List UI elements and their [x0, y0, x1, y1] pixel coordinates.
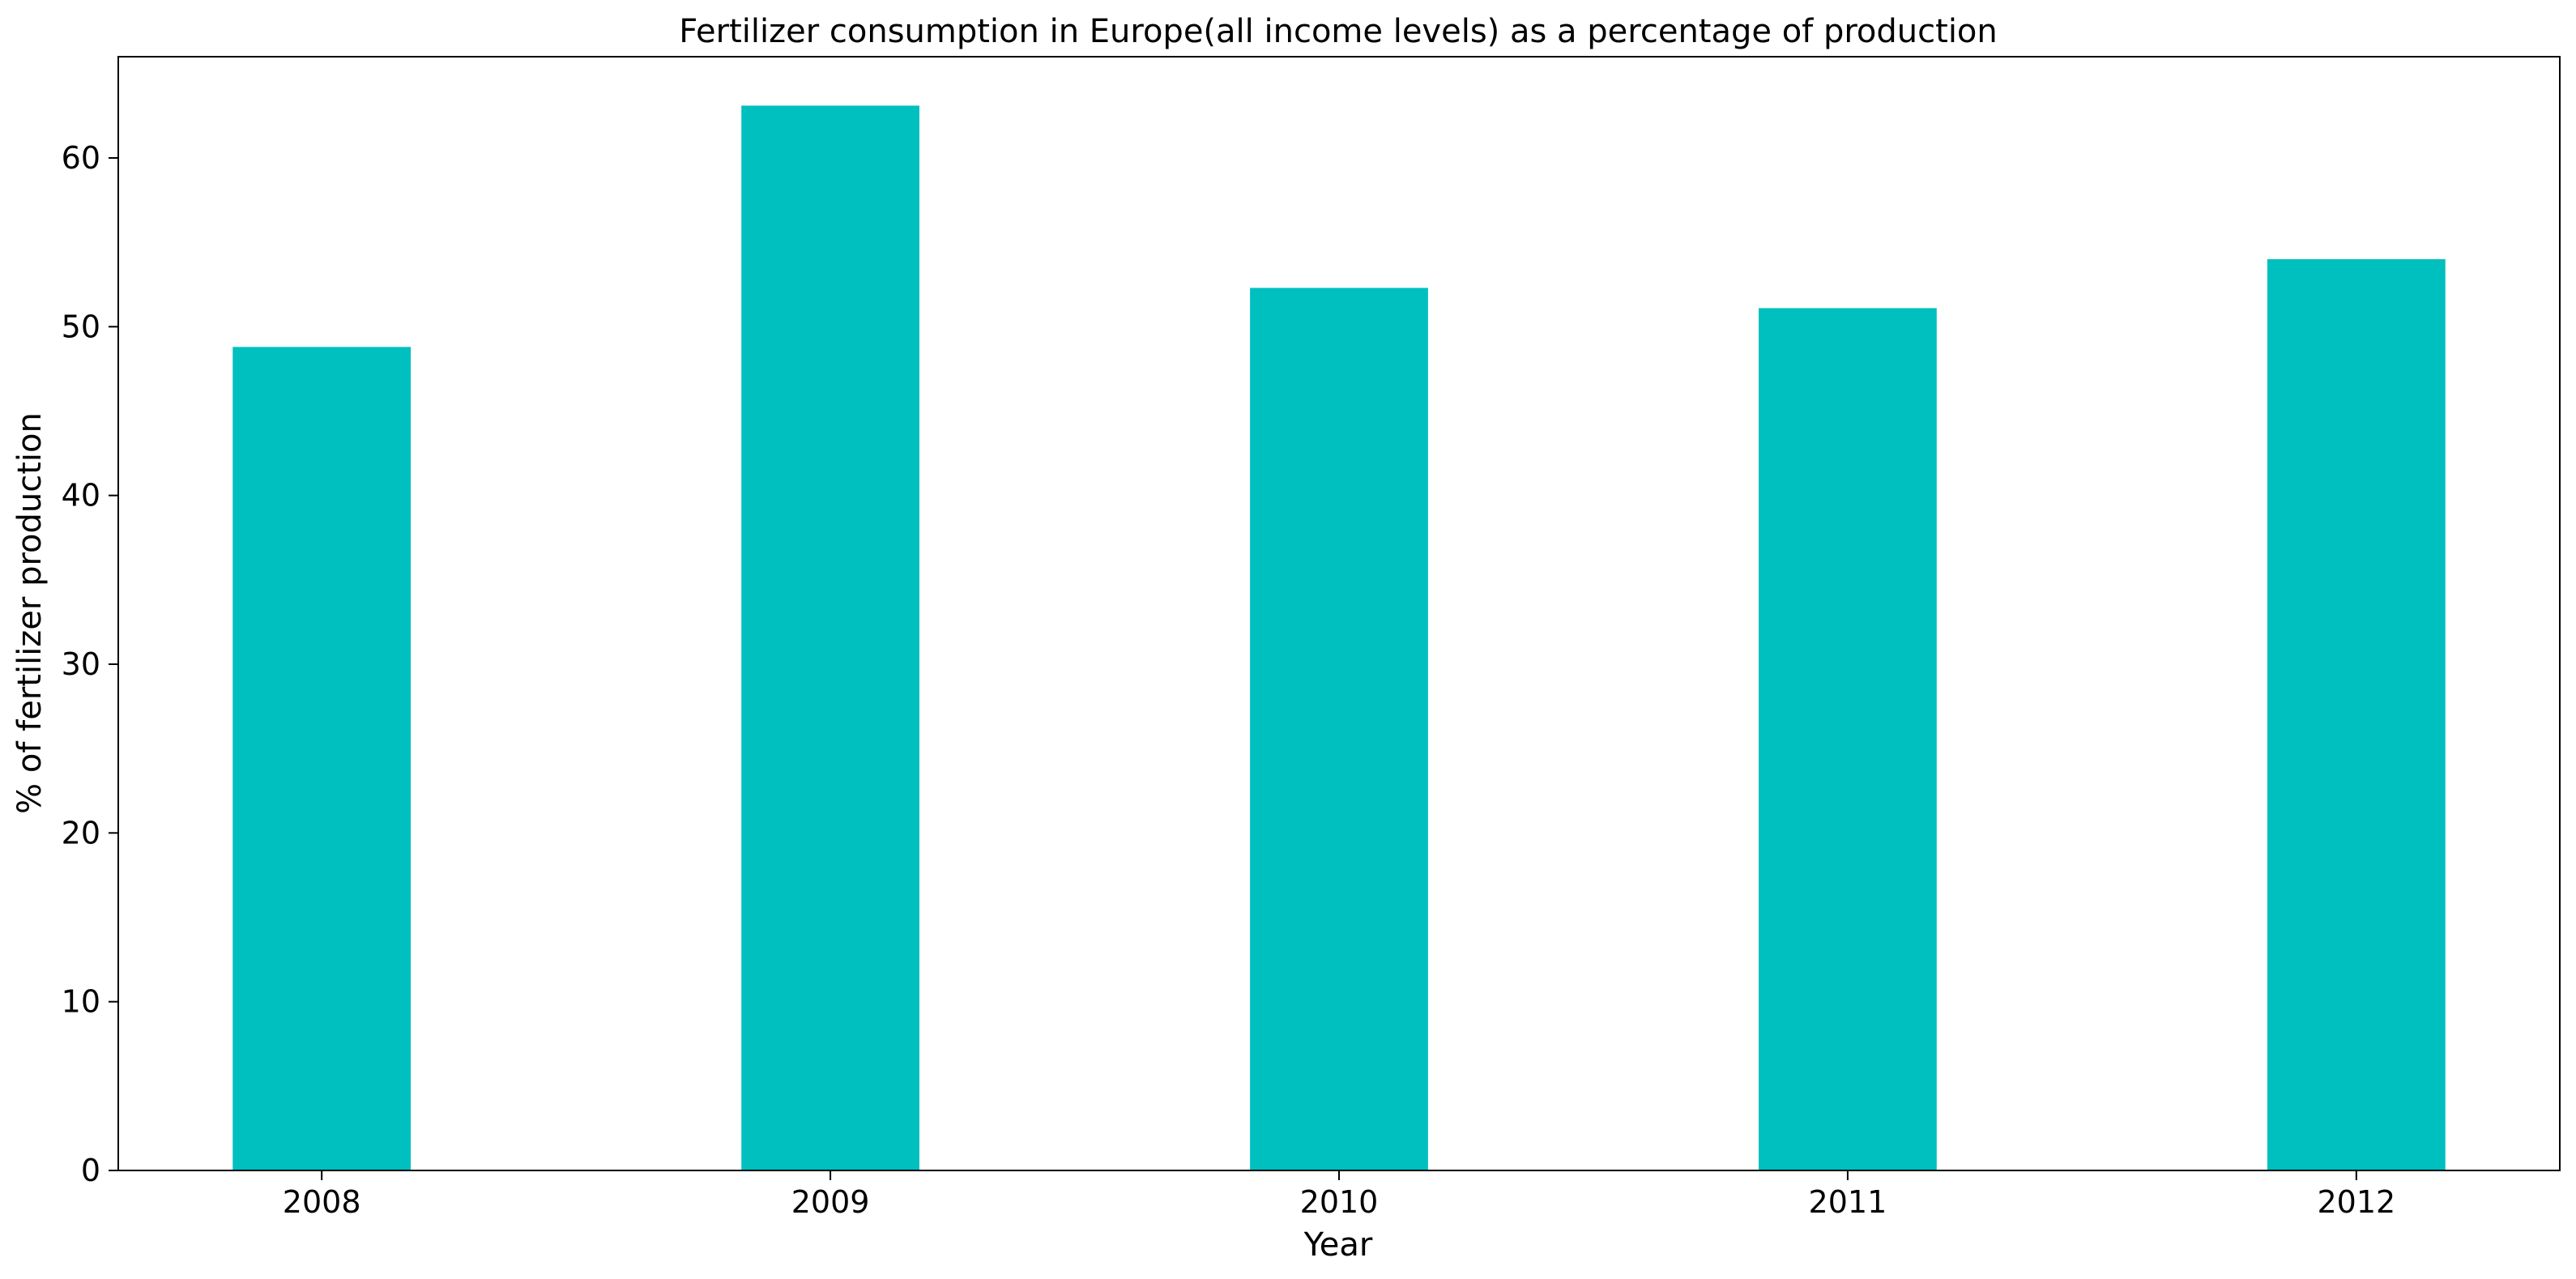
y-tick-label: 30	[62, 646, 100, 682]
y-tick-label: 60	[62, 140, 100, 176]
y-axis-label: % of fertilizer production	[11, 412, 49, 814]
y-tick-label: 40	[62, 478, 100, 514]
y-axis: 0 10 20 30 40 50 60	[62, 140, 118, 1188]
y-tick-label: 50	[62, 309, 100, 344]
x-tick-label: 2011	[1809, 1184, 1887, 1220]
bar-2008	[232, 347, 412, 1170]
bar-2010	[1250, 288, 1428, 1171]
x-tick-label: 2009	[791, 1184, 870, 1220]
x-tick-label: 2010	[1300, 1184, 1379, 1220]
bars-group	[232, 105, 2446, 1171]
bar-2012	[2267, 259, 2446, 1170]
bar-2009	[741, 105, 919, 1171]
y-tick-label: 10	[62, 984, 100, 1020]
x-tick-label: 2012	[2317, 1184, 2395, 1220]
x-tick-label: 2008	[283, 1184, 361, 1220]
x-axis-label: Year	[1303, 1226, 1373, 1264]
chart-title: Fertilizer consumption in Europe(all inc…	[679, 13, 1998, 50]
y-tick-label: 0	[81, 1153, 100, 1188]
y-tick-label: 20	[62, 815, 100, 851]
bar-2011	[1759, 308, 1937, 1171]
x-axis: 2008 2009 2010 2011 2012	[283, 1170, 2395, 1220]
